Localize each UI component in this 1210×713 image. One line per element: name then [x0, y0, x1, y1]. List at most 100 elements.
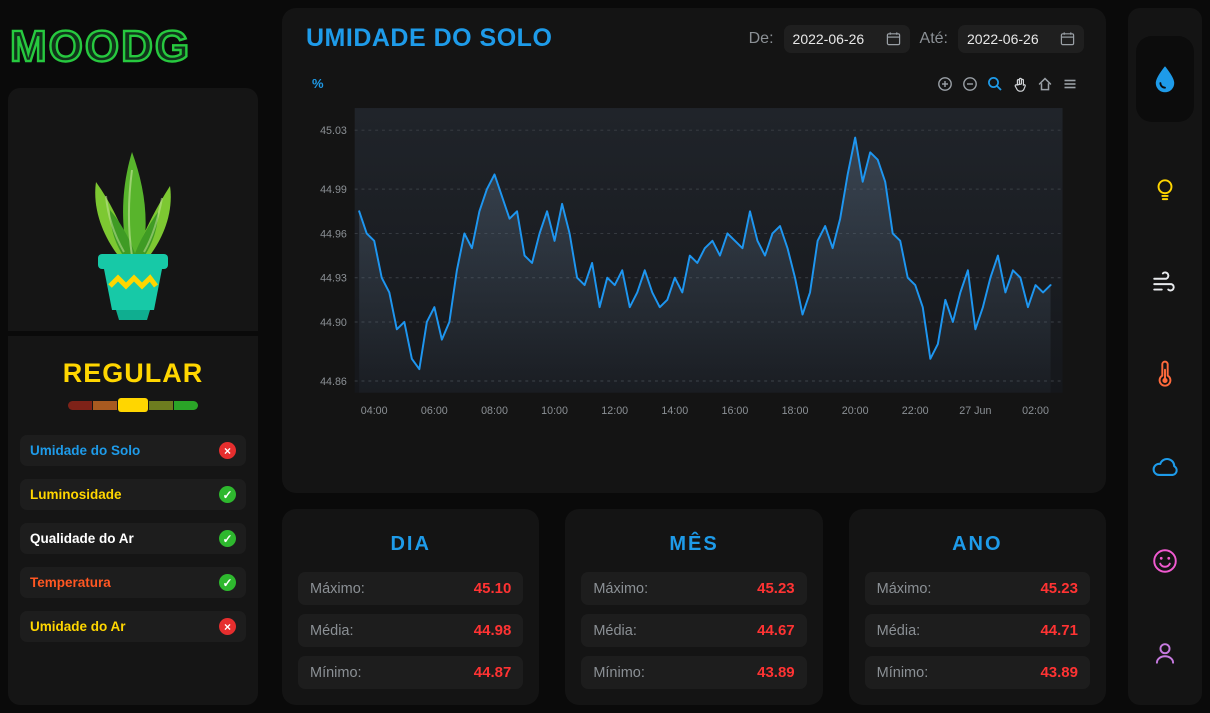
metric-label: Umidade do Solo	[30, 443, 141, 458]
svg-text:44.86: 44.86	[320, 376, 347, 388]
app-logo-text: MOODG	[9, 21, 192, 72]
stat-item-max: Máximo: 45.10	[298, 572, 524, 605]
svg-text:02:00: 02:00	[1022, 405, 1049, 417]
health-gauge	[8, 397, 258, 413]
metric-label: Temperatura	[30, 575, 111, 590]
stat-value: 43.89	[757, 664, 795, 681]
plant-status-section: REGULAR	[8, 336, 258, 413]
stat-label: Máximo:	[593, 580, 649, 597]
main-column: UMIDADE DO SOLO De: Até:	[282, 8, 1106, 705]
stat-label: Mínimo:	[593, 664, 645, 681]
status-badge-error-icon: ×	[219, 442, 236, 459]
calendar-icon[interactable]	[1060, 31, 1075, 46]
metric-temperature[interactable]: Temperatura ✓	[20, 567, 246, 598]
nav-air-quality[interactable]	[1138, 258, 1192, 306]
metric-list: Umidade do Solo × Luminosidade ✓ Qualida…	[20, 435, 246, 642]
chart-header: UMIDADE DO SOLO De: Até:	[304, 24, 1084, 53]
status-badge-ok-icon: ✓	[219, 574, 236, 591]
calendar-icon[interactable]	[886, 31, 901, 46]
nav-profile[interactable]	[1138, 629, 1192, 677]
zoom-in-icon[interactable]	[936, 75, 953, 92]
metric-label: Umidade do Ar	[30, 619, 126, 634]
page-title: UMIDADE DO SOLO	[306, 24, 553, 52]
stat-item-min: Mínimo: 43.89	[581, 656, 807, 689]
water-drop-icon	[1155, 66, 1175, 93]
stat-item-avg: Média: 44.67	[581, 614, 807, 647]
stat-value: 44.71	[1040, 622, 1078, 639]
svg-text:45.03: 45.03	[320, 125, 347, 137]
app-logo: MOODG	[8, 8, 258, 86]
stat-value: 45.10	[473, 580, 512, 597]
metric-soil-humidity[interactable]: Umidade do Solo ×	[20, 435, 246, 466]
stat-value: 44.87	[473, 664, 512, 681]
stat-item-max: Máximo: 45.23	[581, 572, 807, 605]
stat-card-year: ANO Máximo: 45.23 Média: 44.71 Mínimo: 4…	[848, 509, 1106, 705]
status-badge-ok-icon: ✓	[219, 530, 236, 547]
stat-item-max: Máximo: 45.23	[864, 572, 1090, 605]
plant-illustration-section	[8, 88, 258, 336]
home-reset-icon[interactable]	[1036, 75, 1053, 92]
svg-text:18:00: 18:00	[782, 405, 809, 417]
svg-text:20:00: 20:00	[842, 405, 869, 417]
stat-label: Máximo:	[310, 580, 365, 597]
nav-mood[interactable]	[1138, 537, 1192, 585]
plant-status-card: REGULAR Umidade do Solo × Luminosidade ✓…	[8, 88, 258, 705]
left-column: MOODG	[8, 8, 258, 705]
svg-text:08:00: 08:00	[481, 405, 508, 417]
svg-text:04:00: 04:00	[361, 405, 388, 417]
stat-item-avg: Média: 44.71	[864, 614, 1090, 647]
svg-text:27 Jun: 27 Jun	[959, 405, 991, 417]
chart-body: 45.03 44.99 44.96 44.93 44.90 44.86 04:00 06:00…	[304, 96, 1084, 441]
date-to-label: Até:	[919, 29, 948, 47]
nav-cloud[interactable]	[1137, 443, 1193, 493]
smiley-face-icon	[1153, 549, 1177, 573]
zoom-select-icon[interactable]	[986, 75, 1003, 92]
date-range-controls: De: Até:	[748, 24, 1084, 53]
stat-card-day: DIA Máximo: 45.10 Média: 44.98 Mínimo: 4…	[282, 509, 540, 705]
svg-text:10:00: 10:00	[541, 405, 568, 417]
stat-value: 44.98	[473, 622, 512, 639]
svg-text:12:00: 12:00	[601, 405, 628, 417]
svg-text:14:00: 14:00	[661, 405, 688, 417]
svg-text:44.99: 44.99	[320, 184, 347, 196]
chart-subheader: %	[304, 75, 1084, 92]
svg-text:06:00: 06:00	[421, 405, 448, 417]
stats-row: DIA Máximo: 45.10 Média: 44.98 Mínimo: 4…	[282, 509, 1106, 705]
svg-text:44.96: 44.96	[320, 228, 347, 240]
date-from-box[interactable]	[783, 24, 910, 53]
stat-value: 45.23	[1040, 580, 1078, 597]
metric-air-humidity[interactable]: Umidade do Ar ×	[20, 611, 246, 642]
status-badge-ok-icon: ✓	[219, 486, 236, 503]
stat-value: 45.23	[757, 580, 795, 597]
date-from-label: De:	[748, 29, 774, 47]
menu-icon[interactable]	[1061, 75, 1078, 92]
nav-soil-humidity[interactable]	[1136, 36, 1194, 123]
nav-temperature[interactable]	[1138, 350, 1192, 398]
date-to-box[interactable]	[958, 24, 1084, 53]
stat-card-title: ANO	[952, 533, 1003, 555]
status-badge-error-icon: ×	[219, 618, 236, 635]
metric-air-quality[interactable]: Qualidade do Ar ✓	[20, 523, 246, 554]
stat-item-avg: Média: 44.98	[298, 614, 524, 647]
svg-text:22:00: 22:00	[902, 405, 929, 417]
date-from-input[interactable]	[792, 30, 877, 47]
stat-label: Mínimo:	[876, 664, 929, 681]
zoom-out-icon[interactable]	[961, 75, 978, 92]
right-nav-bar	[1128, 8, 1202, 705]
cloud-icon	[1152, 457, 1178, 476]
y-axis-label: %	[312, 76, 324, 91]
stat-item-min: Mínimo: 43.89	[864, 656, 1090, 689]
stat-item-min: Mínimo: 44.87	[298, 656, 524, 689]
thermometer-icon	[1158, 361, 1172, 388]
stat-value: 44.67	[757, 622, 795, 639]
humidity-line-chart[interactable]: 45.03 44.99 44.96 44.93 44.90 44.86 04:00 06:00…	[304, 96, 1084, 436]
stat-label: Mínimo:	[310, 664, 362, 681]
nav-luminosity[interactable]	[1138, 166, 1192, 214]
pan-hand-icon[interactable]	[1011, 75, 1028, 92]
status-label: REGULAR	[62, 358, 204, 388]
metric-luminosity[interactable]: Luminosidade ✓	[20, 479, 246, 510]
svg-text:44.93: 44.93	[320, 273, 347, 285]
date-to-input[interactable]	[967, 30, 1051, 47]
wind-icon	[1153, 271, 1175, 292]
